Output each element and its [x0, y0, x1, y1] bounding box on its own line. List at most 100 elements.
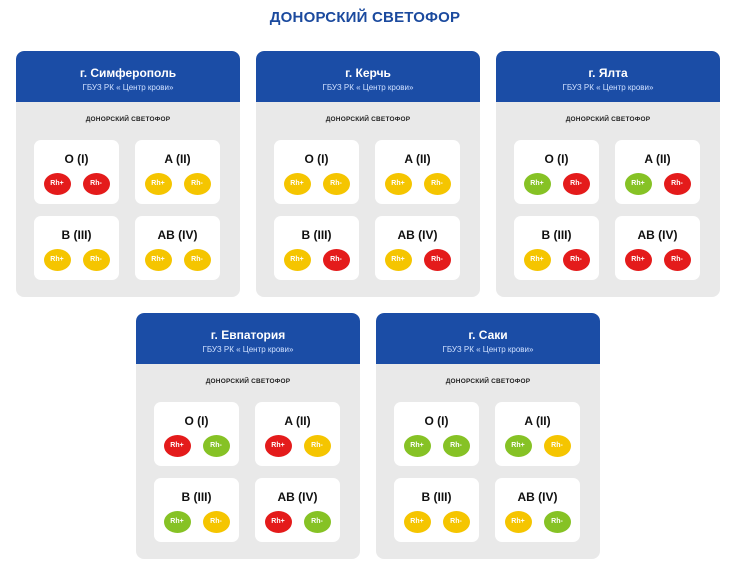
rh-negative-indicator-yellow: Rh-	[423, 173, 451, 195]
rh-indicators: Rh+ Rh-	[514, 173, 599, 195]
rh-indicators: Rh+ Rh-	[154, 435, 239, 457]
rh-positive-indicator-green: Rh+	[523, 173, 551, 195]
rh-indicators: Rh+ Rh-	[135, 173, 220, 195]
blood-group-box: B (III) Rh+ Rh-	[514, 216, 599, 280]
rh-negative-indicator-yellow: Rh-	[183, 249, 211, 271]
blood-group-box: O (I) Rh+ Rh-	[34, 140, 119, 204]
blood-group-box: O (I) Rh+ Rh-	[394, 402, 479, 466]
blood-groups-grid: O (I) Rh+ Rh- A (II) Rh+ Rh- B (III) Rh+ Rh- AB (…	[514, 140, 702, 280]
blood-group-box: O (I) Rh+ Rh-	[514, 140, 599, 204]
city-card-1: г. Керчь ГБУЗ РК « Центр крови» ДОНОРСКИ…	[256, 51, 480, 297]
rh-positive-indicator-green: Rh+	[403, 435, 431, 457]
card-subtitle: ДОНОРСКИЙ СВЕТОФОР	[205, 378, 291, 385]
city-card-4: г. Саки ГБУЗ РК « Центр крови» ДОНОРСКИЙ…	[376, 313, 600, 559]
rh-indicators: Rh+ Rh-	[394, 435, 479, 457]
rh-negative-indicator-green: Rh-	[543, 511, 571, 533]
rh-positive-indicator-red: Rh+	[163, 435, 191, 457]
rh-negative-indicator-red: Rh-	[663, 249, 691, 271]
blood-group-name: B (III)	[541, 228, 572, 242]
blood-group-name: O (I)	[184, 414, 209, 428]
blood-group-box: A (II) Rh+ Rh-	[375, 140, 460, 204]
blood-group-box: B (III) Rh+ Rh-	[274, 216, 359, 280]
blood-group-name: AB (IV)	[637, 228, 678, 242]
blood-group-name: B (III)	[181, 490, 212, 504]
rh-indicators: Rh+ Rh-	[34, 173, 119, 195]
rh-negative-indicator-yellow: Rh-	[183, 173, 211, 195]
rh-negative-indicator-green: Rh-	[202, 435, 230, 457]
rh-indicators: Rh+ Rh-	[615, 249, 700, 271]
blood-group-name: O (I)	[424, 414, 449, 428]
rh-positive-indicator-yellow: Rh+	[384, 173, 412, 195]
rh-negative-indicator-yellow: Rh-	[442, 511, 470, 533]
rh-negative-indicator-yellow: Rh-	[303, 435, 331, 457]
rh-indicators: Rh+ Rh-	[255, 435, 340, 457]
rh-indicators: Rh+ Rh-	[255, 511, 340, 533]
blood-group-name: AB (IV)	[517, 490, 558, 504]
blood-groups-grid: O (I) Rh+ Rh- A (II) Rh+ Rh- B (III) Rh+ Rh- AB (…	[394, 402, 582, 542]
rh-positive-indicator-yellow: Rh+	[504, 511, 532, 533]
organization-name: ГБУЗ РК « Центр крови»	[202, 345, 294, 354]
card-header: г. Саки ГБУЗ РК « Центр крови»	[376, 313, 600, 364]
card-header: г. Ялта ГБУЗ РК « Центр крови»	[496, 51, 720, 102]
blood-group-box: A (II) Rh+ Rh-	[495, 402, 580, 466]
city-name: г. Ялта	[588, 66, 628, 80]
blood-group-box: O (I) Rh+ Rh-	[274, 140, 359, 204]
rh-negative-indicator-green: Rh-	[442, 435, 470, 457]
blood-group-name: B (III)	[61, 228, 92, 242]
organization-name: ГБУЗ РК « Центр крови»	[442, 345, 534, 354]
organization-name: ГБУЗ РК « Центр крови»	[562, 83, 654, 92]
rh-indicators: Rh+ Rh-	[495, 511, 580, 533]
rh-positive-indicator-yellow: Rh+	[403, 511, 431, 533]
rh-positive-indicator-red: Rh+	[264, 511, 292, 533]
city-card-0: г. Симферополь ГБУЗ РК « Центр крови» ДО…	[16, 51, 240, 297]
rh-positive-indicator-yellow: Rh+	[384, 249, 412, 271]
blood-groups-grid: O (I) Rh+ Rh- A (II) Rh+ Rh- B (III) Rh+ Rh- AB (…	[154, 402, 342, 542]
blood-group-name: A (II)	[644, 152, 671, 166]
card-subtitle: ДОНОРСКИЙ СВЕТОФОР	[85, 116, 171, 123]
blood-group-box: AB (IV) Rh+ Rh-	[375, 216, 460, 280]
blood-group-name: O (I)	[64, 152, 89, 166]
blood-group-name: A (II)	[404, 152, 431, 166]
page-title: ДОНОРСКИЙ СВЕТОФОР	[269, 9, 461, 26]
organization-name: ГБУЗ РК « Центр крови»	[322, 83, 414, 92]
rh-negative-indicator-red: Rh-	[322, 249, 350, 271]
blood-group-name: AB (IV)	[277, 490, 318, 504]
city-name: г. Керчь	[345, 66, 391, 80]
rh-negative-indicator-yellow: Rh-	[202, 511, 230, 533]
rh-indicators: Rh+ Rh-	[34, 249, 119, 271]
rh-positive-indicator-red: Rh+	[264, 435, 292, 457]
rh-negative-indicator-yellow: Rh-	[322, 173, 350, 195]
rh-positive-indicator-yellow: Rh+	[283, 249, 311, 271]
rh-indicators: Rh+ Rh-	[375, 173, 460, 195]
rh-indicators: Rh+ Rh-	[274, 249, 359, 271]
rh-negative-indicator-red: Rh-	[82, 173, 110, 195]
city-card-2: г. Ялта ГБУЗ РК « Центр крови» ДОНОРСКИЙ…	[496, 51, 720, 297]
blood-group-box: A (II) Rh+ Rh-	[135, 140, 220, 204]
rh-positive-indicator-yellow: Rh+	[43, 249, 71, 271]
rh-positive-indicator-red: Rh+	[624, 249, 652, 271]
rh-indicators: Rh+ Rh-	[375, 249, 460, 271]
blood-group-box: AB (IV) Rh+ Rh-	[495, 478, 580, 542]
rh-negative-indicator-yellow: Rh-	[82, 249, 110, 271]
blood-group-box: AB (IV) Rh+ Rh-	[615, 216, 700, 280]
blood-group-box: A (II) Rh+ Rh-	[255, 402, 340, 466]
blood-groups-grid: O (I) Rh+ Rh- A (II) Rh+ Rh- B (III) Rh+ Rh- AB (…	[34, 140, 222, 280]
blood-group-box: A (II) Rh+ Rh-	[615, 140, 700, 204]
card-header: г. Симферополь ГБУЗ РК « Центр крови»	[16, 51, 240, 102]
blood-group-name: A (II)	[164, 152, 191, 166]
rh-indicators: Rh+ Rh-	[514, 249, 599, 271]
card-header: г. Евпатория ГБУЗ РК « Центр крови»	[136, 313, 360, 364]
blood-group-name: A (II)	[524, 414, 551, 428]
rh-negative-indicator-yellow: Rh-	[543, 435, 571, 457]
rh-negative-indicator-red: Rh-	[663, 173, 691, 195]
blood-group-box: B (III) Rh+ Rh-	[34, 216, 119, 280]
rh-indicators: Rh+ Rh-	[615, 173, 700, 195]
blood-group-name: AB (IV)	[157, 228, 198, 242]
rh-positive-indicator-red: Rh+	[43, 173, 71, 195]
blood-group-name: B (III)	[421, 490, 452, 504]
blood-group-box: B (III) Rh+ Rh-	[154, 478, 239, 542]
blood-group-name: O (I)	[544, 152, 569, 166]
rh-indicators: Rh+ Rh-	[495, 435, 580, 457]
blood-group-box: AB (IV) Rh+ Rh-	[135, 216, 220, 280]
rh-indicators: Rh+ Rh-	[154, 511, 239, 533]
